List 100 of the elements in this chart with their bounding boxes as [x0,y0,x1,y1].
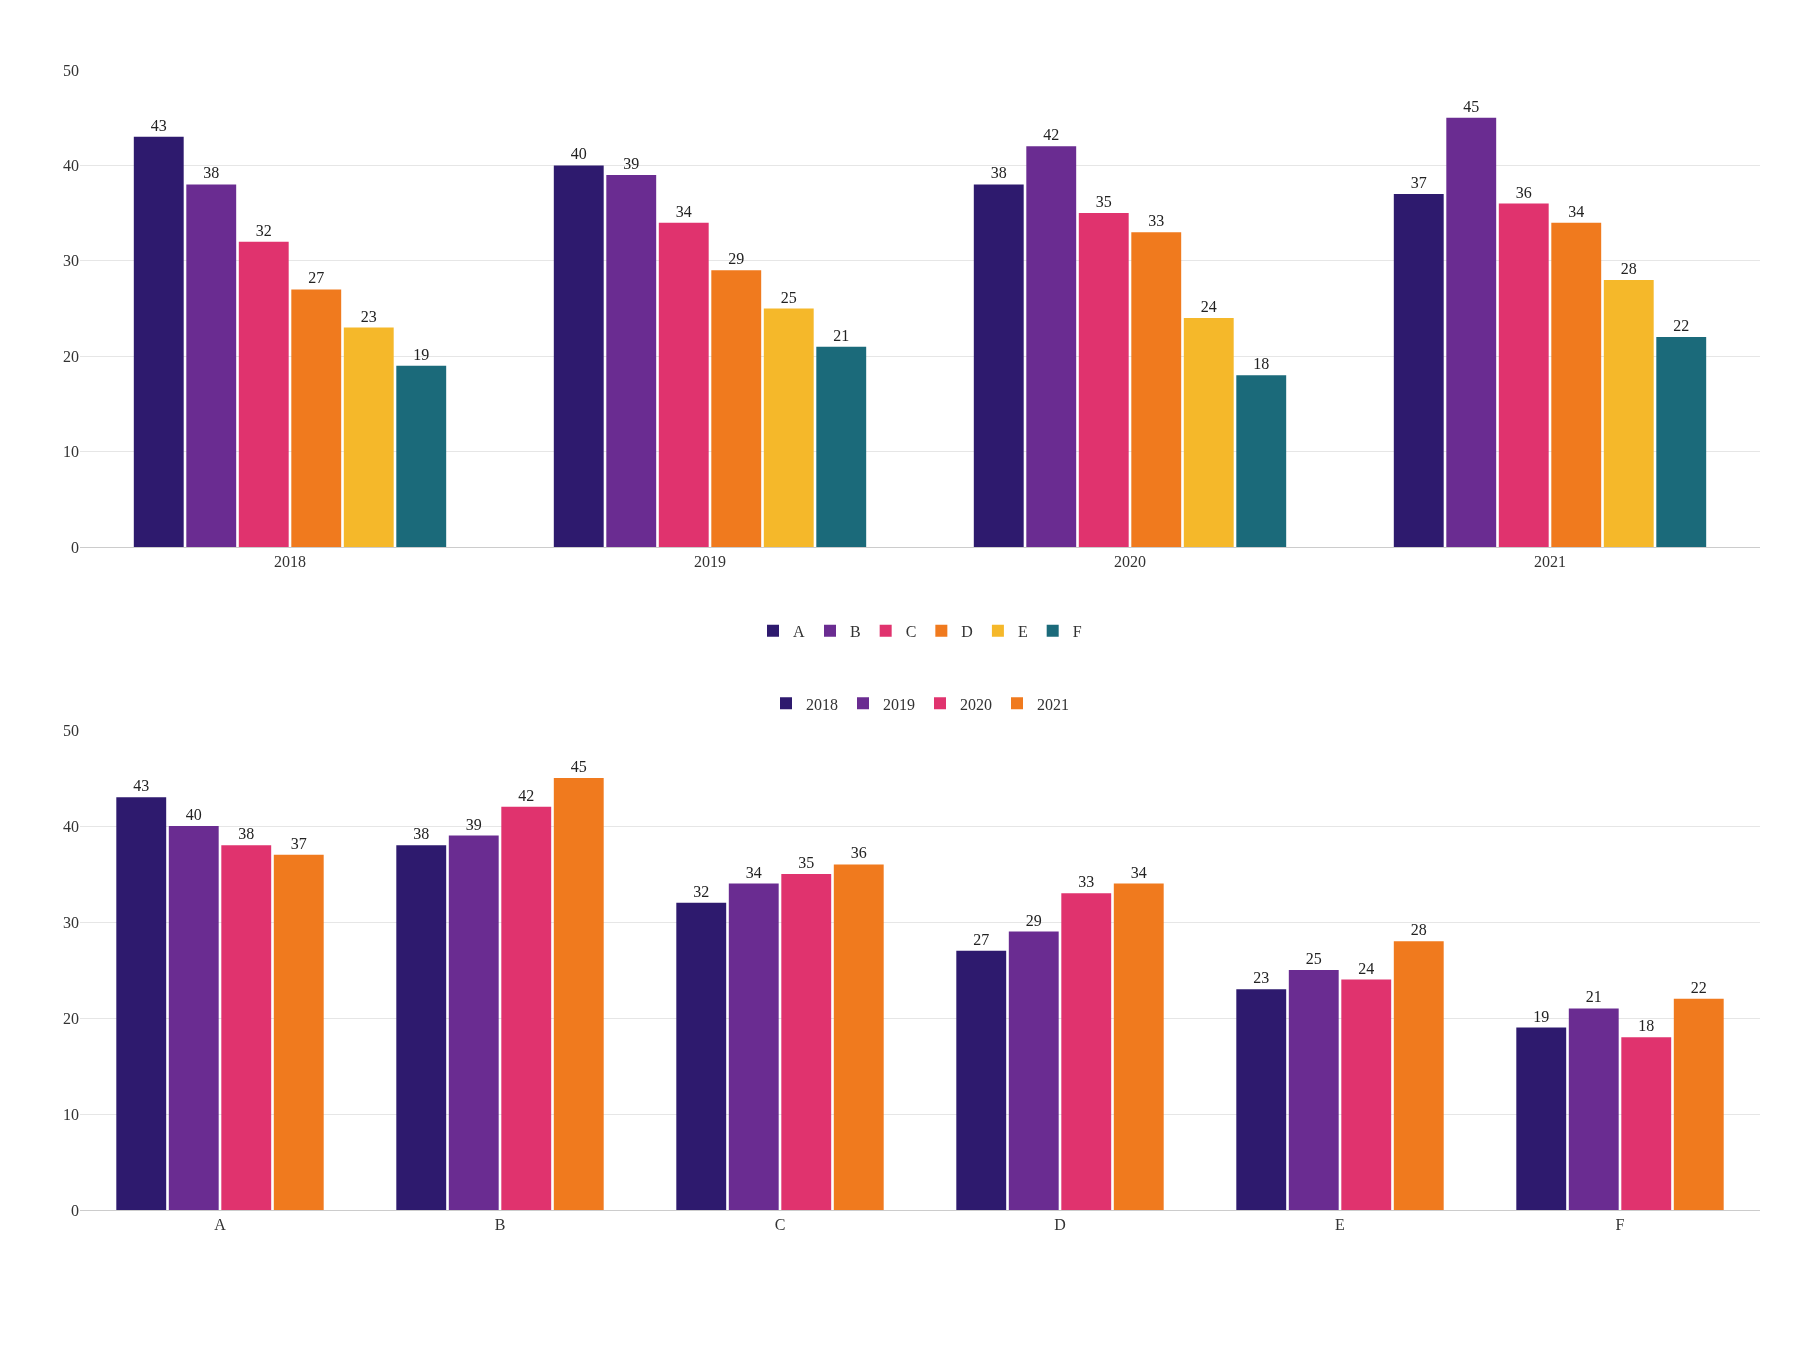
data-label: 21 [833,326,850,344]
data-label: 28 [1620,259,1637,277]
data-label: 21 [1585,988,1602,1006]
bar [221,845,272,1210]
data-label: 27 [973,930,990,948]
y-tick-label: 30 [63,252,79,270]
data-label: 34 [745,863,762,881]
data-label: 39 [623,154,640,172]
bar [1621,1037,1672,1210]
data-label: 28 [1410,921,1427,939]
data-label: 23 [1253,969,1270,987]
data-label: 19 [1533,1007,1550,1025]
data-label: 38 [413,825,430,843]
x-tick-label: 2018 [274,553,306,571]
bar [186,184,237,547]
bar [711,270,762,547]
bar [1008,931,1059,1210]
bar [1393,194,1444,547]
bar [1236,375,1287,547]
y-tick-label: 50 [63,721,79,739]
bar [1183,318,1234,547]
data-label: 42 [1043,126,1060,144]
legend-label: C [905,622,917,640]
data-label: 37 [1410,174,1427,192]
data-label: 25 [780,288,797,306]
bar [816,346,867,547]
data-label: 23 [360,307,377,325]
data-label: 18 [1638,1017,1655,1035]
x-tick-label: B [494,1216,506,1234]
legend-label: 2019 [883,695,915,713]
data-label: 24 [1200,298,1217,316]
legend-label: 2018 [806,695,838,713]
data-label: 36 [850,844,867,862]
bar [448,835,499,1210]
bar [1446,117,1497,547]
data-label: 37 [290,834,307,852]
bar [1393,941,1444,1210]
bar [728,883,779,1210]
data-label: 34 [675,202,692,220]
data-label: 33 [1078,873,1095,891]
data-label: 32 [693,882,710,900]
x-tick-label: 2020 [1114,553,1146,571]
bar [396,365,447,547]
bar [343,327,394,547]
bar [1061,893,1112,1210]
data-label: 35 [798,854,815,871]
legend-label: F [1072,622,1082,640]
bar [116,797,167,1210]
y-tick-label: 30 [63,913,79,931]
x-tick-label: A [214,1216,227,1234]
legend-label: 2020 [960,695,992,713]
x-tick-label: 2019 [694,553,726,571]
x-tick-label: 2021 [1534,553,1566,571]
bar [973,184,1024,547]
data-label: 24 [1358,959,1375,977]
bar [1603,279,1654,547]
bar [501,806,552,1210]
data-label: 42 [518,786,535,804]
data-label: 39 [465,815,482,833]
bar [238,241,289,547]
data-label: 33 [1148,212,1165,230]
bar [1026,146,1077,547]
data-label: 19 [413,345,430,363]
legend-label: E [1017,622,1028,640]
y-tick-label: 0 [71,538,79,556]
y-tick-label: 20 [63,347,79,365]
y-tick-label: 40 [63,157,79,174]
y-tick-label: 20 [63,1009,79,1027]
data-label: 38 [203,164,220,182]
data-label: 22 [1673,317,1690,335]
bar [1078,213,1129,547]
y-tick-label: 40 [63,817,79,835]
bar [956,950,1007,1210]
data-label: 29 [1025,911,1042,929]
data-label: 35 [1095,193,1112,211]
data-label: 27 [308,269,325,287]
y-tick-label: 10 [63,443,79,461]
data-label: 38 [238,825,255,843]
data-label: 25 [1305,950,1322,967]
bar [1498,203,1549,547]
bar [658,222,709,547]
data-label: 38 [990,164,1007,182]
bar [606,174,657,547]
x-tick-label: F [1615,1216,1625,1234]
legend-label: D [961,622,973,640]
bar [833,864,884,1210]
data-label: 43 [133,777,150,795]
data-label: 36 [1515,183,1532,201]
bar [763,308,814,547]
x-tick-label: D [1054,1216,1066,1234]
y-tick-label: 50 [63,61,79,79]
bar [1673,998,1724,1210]
bar [396,845,447,1210]
bar [781,874,832,1210]
bar [291,289,342,547]
bar [1568,1008,1619,1210]
data-label: 45 [570,758,587,775]
bar [553,778,604,1210]
x-tick-label: C [774,1216,786,1234]
bar [1288,970,1339,1210]
